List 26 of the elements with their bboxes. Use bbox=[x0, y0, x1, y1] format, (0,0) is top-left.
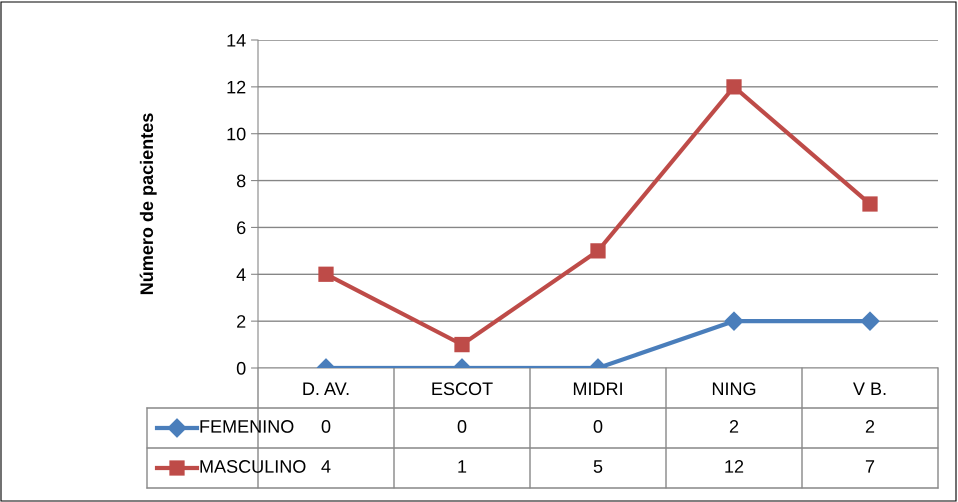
y-tick-label: 12 bbox=[227, 80, 246, 94]
data-label: 12 bbox=[725, 460, 744, 473]
x-tick-label: MIDRI bbox=[574, 382, 622, 395]
y-tick-label: 2 bbox=[237, 315, 246, 328]
data-label: 4 bbox=[321, 460, 330, 473]
data-label: 0 bbox=[458, 420, 466, 433]
x-tick-label: ESCOT bbox=[432, 382, 493, 396]
legend-label: FEMENINO bbox=[200, 420, 294, 433]
data-label: 1 bbox=[458, 460, 466, 473]
x-tick-label: V B. bbox=[853, 382, 886, 395]
y-tick-label: 14 bbox=[227, 34, 246, 47]
y-tick-label: 0 bbox=[236, 362, 246, 375]
data-label: 2 bbox=[866, 420, 874, 433]
y-tick-label: 6 bbox=[237, 221, 246, 234]
data-label: 5 bbox=[594, 460, 602, 473]
x-tick-label: NING bbox=[712, 382, 756, 396]
x-tick-label: D. AV. bbox=[303, 382, 348, 395]
legend-label: MASCULINO bbox=[200, 460, 306, 473]
data-label: 0 bbox=[322, 420, 330, 433]
y-tick-label: 8 bbox=[236, 174, 246, 188]
data-label: 0 bbox=[594, 420, 602, 433]
y-tick-label: 10 bbox=[227, 128, 246, 140]
data-label: 7 bbox=[866, 460, 874, 473]
data-label: 2 bbox=[730, 420, 738, 433]
y-axis-title: Número de pacientes bbox=[140, 113, 157, 294]
y-tick-label: 4 bbox=[236, 268, 246, 281]
